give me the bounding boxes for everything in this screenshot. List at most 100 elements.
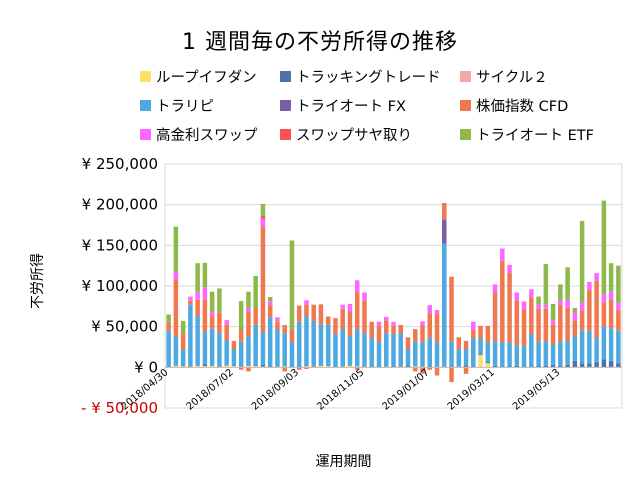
- bar-segment: [449, 367, 454, 382]
- bar-segment: [550, 320, 556, 325]
- legend-item: トラリピ: [140, 95, 214, 116]
- legend-label: ループイフダン: [156, 70, 257, 86]
- bar-segment: [202, 331, 208, 365]
- bar-segment: [217, 333, 222, 366]
- bar-segment: [478, 354, 483, 356]
- bar-segment: [463, 367, 469, 374]
- bar-segment: [587, 363, 592, 368]
- bar-segment: [304, 316, 309, 366]
- bar-segment: [616, 310, 621, 331]
- x-tick-label: 2019/05/13: [511, 367, 562, 412]
- bar-segment: [202, 299, 208, 332]
- bar-segment: [383, 365, 389, 367]
- bar-segment: [267, 305, 273, 318]
- bar-segment: [391, 333, 396, 367]
- bar-segment: [492, 292, 498, 342]
- legend-swatch: [460, 71, 471, 82]
- bar-segment: [340, 308, 345, 330]
- bar-segment: [195, 263, 200, 292]
- bar-segment: [362, 300, 367, 334]
- bar-segment: [572, 336, 578, 361]
- bar-segment: [304, 365, 309, 367]
- bar-segment: [514, 300, 520, 346]
- bar-segment: [572, 307, 578, 313]
- y-tick-label: ¥ 50,000: [91, 318, 158, 336]
- bar-segment: [594, 338, 599, 363]
- bar-segment: [289, 329, 295, 343]
- bar-segment: [282, 367, 287, 372]
- y-tick-label: ¥ 0: [134, 358, 158, 376]
- bar-segment: [485, 325, 491, 343]
- bar-segment: [601, 302, 607, 327]
- bar-segment: [180, 365, 186, 367]
- bar-segment: [188, 365, 193, 367]
- bar-segment: [550, 364, 556, 368]
- bar-segment: [275, 329, 280, 367]
- bar-segment: [485, 363, 491, 368]
- bar-segment: [608, 291, 614, 300]
- bar-segment: [376, 321, 382, 326]
- bar-segment: [558, 284, 563, 301]
- bar-segment: [173, 364, 179, 366]
- bar-segment: [529, 289, 534, 298]
- bar-segment: [427, 337, 433, 367]
- bar-segment: [449, 276, 454, 342]
- y-tick-label: - ¥ 50,000: [81, 399, 158, 417]
- bar-segment: [282, 365, 287, 367]
- bar-segment: [325, 324, 331, 366]
- bar-segment: [442, 243, 447, 366]
- bar-segment: [434, 342, 440, 367]
- bar-segment: [521, 309, 527, 347]
- bar-segment: [362, 365, 367, 367]
- bar-segment: [354, 329, 360, 366]
- legend-label: 高金利スワップ: [156, 128, 258, 144]
- bar-segment: [354, 366, 360, 368]
- bar-segment: [195, 364, 200, 366]
- bar-segment: [275, 366, 280, 367]
- bar-segment: [558, 341, 563, 366]
- bar-segment: [217, 365, 222, 367]
- bar-segment: [427, 305, 433, 314]
- bar-segment: [296, 367, 302, 370]
- y-tick-label: ¥ 200,000: [82, 196, 158, 214]
- bar-segment: [246, 365, 251, 368]
- bar-segment: [579, 220, 585, 303]
- bar-segment: [354, 280, 360, 293]
- bar-segment: [238, 341, 244, 367]
- bar-segment: [565, 299, 570, 308]
- bar-segment: [173, 271, 179, 280]
- bar-segment: [594, 362, 599, 368]
- legend-swatch: [280, 100, 291, 111]
- bar-segment: [413, 365, 418, 367]
- bar-segment: [471, 329, 476, 339]
- legend-item: スワップサヤ取り: [280, 124, 412, 145]
- bar-segment: [340, 329, 345, 366]
- bar-segment: [507, 264, 512, 273]
- bar-segment: [558, 300, 563, 305]
- bar-segment: [543, 341, 549, 366]
- bar-segment: [398, 325, 404, 334]
- bar-segment: [558, 365, 563, 368]
- bar-segment: [166, 314, 171, 323]
- bar-segment: [492, 365, 498, 368]
- bar-segment: [434, 314, 440, 343]
- bar-segment: [383, 320, 389, 334]
- bar-segment: [224, 364, 229, 366]
- bar-segment: [492, 341, 498, 366]
- bar-segment: [608, 299, 614, 329]
- legend-swatch: [140, 100, 151, 111]
- bar-segment: [601, 359, 607, 368]
- legend-label: サイクル２: [476, 70, 548, 86]
- legend-item: ループイフダン: [140, 66, 257, 87]
- bar-segment: [536, 296, 541, 305]
- bar-segment: [405, 365, 411, 368]
- x-tick-label: 2018/09/03: [250, 367, 301, 412]
- bar-segment: [543, 365, 549, 368]
- bar-segment: [434, 309, 440, 315]
- bar-segment: [500, 260, 505, 343]
- bar-segment: [463, 349, 469, 366]
- bar-segment: [267, 366, 273, 367]
- bar-segment: [318, 324, 324, 366]
- bar-segment: [253, 308, 258, 325]
